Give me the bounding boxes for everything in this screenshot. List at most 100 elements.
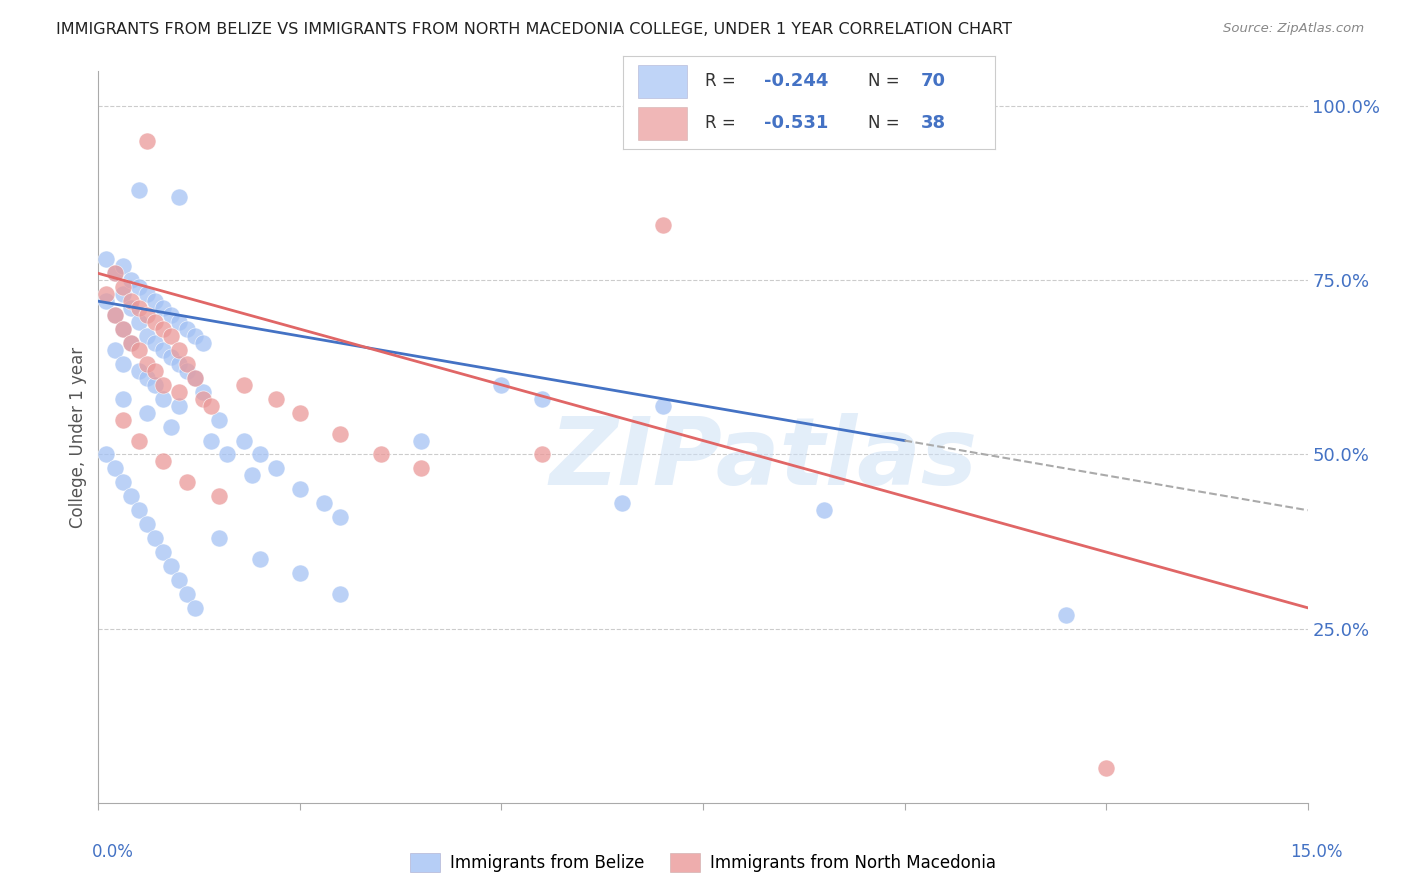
Point [232,434,254,448]
Point [111,287,134,301]
Text: Source: ZipAtlas.com: Source: ZipAtlas.com [1223,22,1364,36]
Point [200,399,222,413]
Point [143,294,166,309]
Point [120,301,142,316]
Text: 15.0%: 15.0% [1291,843,1343,861]
Point [167,343,190,357]
Point [143,315,166,329]
Point [232,377,254,392]
Point [167,399,190,413]
Point [329,510,352,524]
Text: 0.0%: 0.0% [91,843,134,861]
Point [264,461,287,475]
Point [370,448,392,462]
Point [103,308,125,322]
Point [152,392,174,406]
Point [128,503,150,517]
Point [314,496,336,510]
Point [128,183,150,197]
Point [160,329,183,343]
Point [96,252,118,267]
Point [111,412,134,426]
Point [152,301,174,316]
Point [152,343,174,357]
Point [176,475,198,490]
Point [193,336,215,351]
Point [167,573,190,587]
Point [120,336,142,351]
Point [103,266,125,280]
Point [128,315,150,329]
Point [135,287,157,301]
Point [329,426,352,441]
Point [160,308,183,322]
Point [167,315,190,329]
Point [103,266,125,280]
Point [167,384,190,399]
Point [208,531,231,545]
Point [813,503,835,517]
Point [208,412,231,426]
Text: ZIPatlas: ZIPatlas [550,413,977,505]
Point [111,280,134,294]
Point [111,322,134,336]
Point [176,364,198,378]
Point [409,461,432,475]
Point [152,454,174,468]
Text: IMMIGRANTS FROM BELIZE VS IMMIGRANTS FROM NORTH MACEDONIA COLLEGE, UNDER 1 YEAR : IMMIGRANTS FROM BELIZE VS IMMIGRANTS FRO… [56,22,1012,37]
Point [135,371,157,385]
Y-axis label: College, Under 1 year: College, Under 1 year [69,346,87,528]
Point [1095,761,1118,775]
Point [143,377,166,392]
Point [160,350,183,364]
Point [128,280,150,294]
Point [96,294,118,309]
Point [264,392,287,406]
Text: 70: 70 [921,72,945,90]
Point [1054,607,1077,622]
Point [120,489,142,503]
Text: R =: R = [704,72,741,90]
Point [491,377,513,392]
Point [128,301,150,316]
Point [167,357,190,371]
Point [128,364,150,378]
Point [128,343,150,357]
Point [111,357,134,371]
Text: 38: 38 [921,114,945,132]
Legend: Immigrants from Belize, Immigrants from North Macedonia: Immigrants from Belize, Immigrants from … [404,846,1002,879]
Point [120,294,142,309]
Point [120,273,142,287]
Point [288,566,311,580]
Point [143,531,166,545]
Text: R =: R = [704,114,747,132]
Point [111,322,134,336]
Point [193,384,215,399]
Point [184,371,207,385]
Point [193,392,215,406]
Point [135,406,157,420]
Point [612,496,634,510]
Point [111,475,134,490]
Point [143,336,166,351]
Point [152,377,174,392]
Point [167,190,190,204]
Point [530,392,553,406]
Point [176,357,198,371]
Point [111,392,134,406]
Point [240,468,263,483]
Point [651,399,673,413]
Point [96,448,118,462]
Point [249,552,271,566]
Point [288,483,311,497]
Point [96,287,118,301]
Point [217,448,239,462]
Text: N =: N = [869,114,905,132]
FancyBboxPatch shape [638,106,686,140]
Point [184,600,207,615]
Point [651,218,673,232]
Point [152,545,174,559]
Point [143,364,166,378]
Point [184,329,207,343]
Text: N =: N = [869,72,905,90]
